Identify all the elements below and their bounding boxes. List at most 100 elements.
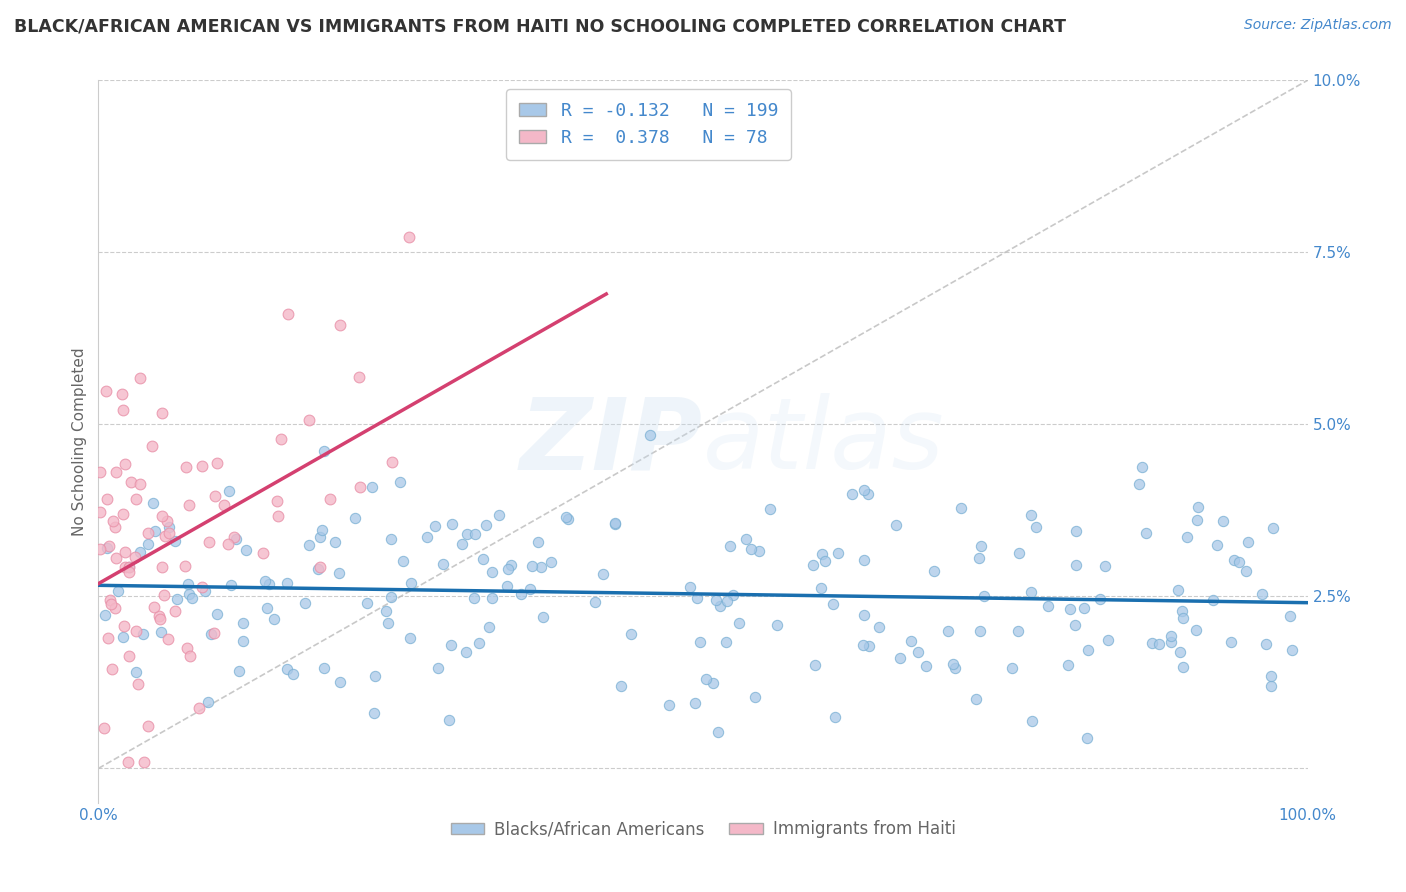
Point [853, 608, 876, 623]
Point [557, 512, 579, 526]
Point [141, 439, 163, 453]
Point [349, 480, 371, 494]
Point [114, 545, 136, 559]
Point [858, 639, 880, 653]
Point [706, 725, 728, 739]
Point [100, 598, 122, 612]
Point [107, 583, 129, 598]
Point [377, 616, 399, 631]
Point [1260, 668, 1282, 682]
Point [914, 658, 936, 673]
Point [456, 644, 478, 658]
Point [401, 575, 423, 590]
Point [1212, 514, 1234, 528]
Point [810, 581, 832, 595]
Legend: Blacks/African Americans, Immigrants from Haiti: Blacks/African Americans, Immigrants fro… [444, 814, 962, 845]
Point [716, 594, 738, 608]
Point [361, 480, 384, 494]
Point [1205, 538, 1227, 552]
Point [96, 541, 118, 555]
Point [143, 524, 166, 538]
Point [159, 526, 181, 541]
Point [907, 644, 929, 658]
Point [104, 550, 127, 565]
Point [1007, 624, 1029, 639]
Point [166, 592, 188, 607]
Point [1279, 609, 1302, 624]
Point [509, 587, 531, 601]
Point [143, 599, 166, 614]
Point [257, 576, 280, 591]
Point [973, 589, 995, 603]
Point [188, 701, 211, 715]
Point [439, 638, 461, 652]
Point [969, 624, 991, 638]
Point [605, 516, 627, 531]
Point [1227, 555, 1250, 569]
Point [157, 520, 180, 534]
Point [824, 709, 846, 723]
Point [202, 625, 225, 640]
Point [176, 640, 198, 655]
Point [177, 577, 200, 591]
Point [478, 620, 501, 634]
Point [125, 492, 148, 507]
Point [702, 675, 724, 690]
Point [283, 667, 305, 681]
Point [803, 658, 825, 673]
Point [218, 484, 240, 499]
Point [1149, 636, 1171, 650]
Point [827, 546, 849, 560]
Point [98, 593, 121, 607]
Point [1135, 525, 1157, 540]
Point [499, 558, 522, 572]
Point [1063, 617, 1085, 632]
Point [720, 539, 742, 553]
Point [197, 695, 219, 709]
Point [344, 511, 367, 525]
Point [900, 633, 922, 648]
Point [709, 599, 731, 614]
Point [727, 616, 749, 631]
Point [136, 536, 159, 550]
Point [744, 690, 766, 704]
Y-axis label: No Schooling Completed: No Schooling Completed [72, 347, 87, 536]
Point [1263, 521, 1285, 535]
Point [256, 601, 278, 615]
Point [309, 560, 332, 574]
Point [603, 516, 626, 530]
Point [943, 661, 966, 675]
Point [94, 384, 117, 398]
Point [180, 591, 202, 606]
Point [200, 627, 222, 641]
Point [620, 626, 643, 640]
Point [307, 562, 329, 576]
Point [363, 706, 385, 720]
Point [1160, 629, 1182, 643]
Point [136, 526, 159, 541]
Point [527, 534, 550, 549]
Point [381, 455, 404, 469]
Point [766, 618, 789, 632]
Point [609, 679, 631, 693]
Point [174, 558, 197, 573]
Point [814, 554, 837, 568]
Point [96, 492, 118, 507]
Point [1251, 587, 1274, 601]
Point [1001, 661, 1024, 675]
Point [104, 520, 127, 534]
Point [191, 580, 214, 594]
Point [1021, 714, 1043, 728]
Point [298, 413, 321, 427]
Point [425, 519, 447, 533]
Point [150, 509, 173, 524]
Point [191, 459, 214, 474]
Point [531, 609, 554, 624]
Point [1187, 500, 1209, 514]
Point [967, 550, 990, 565]
Point [129, 545, 152, 559]
Point [1173, 659, 1195, 673]
Point [811, 548, 834, 562]
Point [488, 508, 510, 523]
Point [294, 596, 316, 610]
